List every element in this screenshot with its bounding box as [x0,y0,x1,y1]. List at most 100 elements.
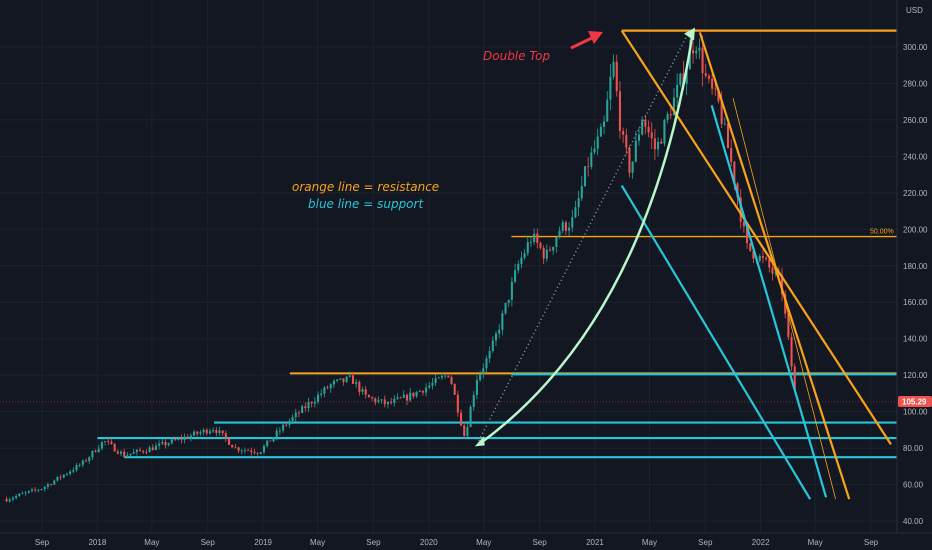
y-tick-label: 240.00 [903,152,928,161]
candle-body [552,246,555,251]
candle-body [787,313,790,338]
parabolic-curve-start-arrowhead [474,436,485,447]
candle-body [180,438,183,440]
candle-body [714,88,717,90]
candle-body [631,161,634,173]
candle-body [215,430,218,433]
candle-body [43,486,46,490]
candle-body [361,389,364,392]
candle-body [110,441,113,444]
candle-body [173,439,177,441]
x-tick-label: Sep [366,538,381,547]
candle-body [78,464,81,466]
resistance-trendline[interactable] [698,32,851,500]
candle-body [259,452,262,454]
candle-body [752,250,755,259]
candle-body [107,441,110,442]
candle-body [523,253,526,258]
y-tick-label: 200.00 [903,225,928,234]
candle-body [437,377,440,379]
candle-body [780,275,784,295]
candle-body [593,148,596,153]
candle-body [65,473,69,475]
candle-body [231,444,234,448]
resistance-trendline-thin[interactable] [732,97,836,500]
candle-body [409,392,412,401]
candle-body [37,489,40,491]
candle-body [431,382,434,386]
candle-body [625,134,628,148]
resistance-trendline[interactable] [620,29,892,446]
candle-body [555,237,558,247]
candle-body [326,387,329,389]
candle-body [81,460,84,465]
candle-body [364,389,367,395]
candle-body [221,430,224,434]
support-trendline[interactable] [620,184,812,500]
candle-body [466,427,469,436]
candle-body [88,457,91,462]
candle-body [545,249,548,259]
candle-body [126,455,129,457]
y-tick-label: 300.00 [903,43,928,52]
candle-body [313,401,316,404]
candle-body [653,138,656,150]
candle-body [199,432,202,434]
y-axis-panel[interactable] [897,0,932,533]
x-tick-label: Sep [35,538,50,547]
candle-body [145,451,148,453]
candle-body [18,493,21,496]
candle-body [561,222,564,231]
candle-body [396,397,399,399]
candle-body [205,429,208,434]
candle-body [749,243,752,251]
candle-body [637,134,641,141]
x-tick-label: Sep [864,538,879,547]
candle-body [517,264,520,271]
candle-body [139,449,142,451]
candle-body [27,490,30,493]
candle-body [132,452,135,454]
candle-body [726,123,730,149]
candle-body [692,50,695,54]
last-price-tag-value: 105.29 [902,397,927,406]
candle-body [685,69,688,84]
y-tick-label: 120.00 [903,371,928,380]
candle-body [167,443,170,446]
candle-body [418,390,421,392]
candle-body [272,437,275,442]
candle-body [479,373,482,381]
candle-body [218,430,221,433]
candle-body [501,313,504,330]
candle-body [316,394,320,402]
candle-body [53,480,56,485]
candle-body [784,294,787,314]
candle-body [177,438,180,440]
candle-body [294,412,297,418]
candle-body [790,337,793,367]
candle-body [40,489,43,490]
support-legend: blue line = support [308,197,424,211]
candle-body [660,141,663,144]
y-tick-label: 280.00 [903,79,928,88]
y-tick-label: 40.00 [903,517,924,526]
x-tick-label: 2021 [586,538,604,547]
candle-body [504,303,507,314]
candle-body [758,256,761,261]
x-tick-label: 2018 [88,538,106,547]
x-axis-panel[interactable] [0,533,932,550]
double-top-label: Double Top [483,49,551,63]
candle-body [288,421,291,425]
candle-body [234,447,237,449]
y-tick-label: 100.00 [903,408,928,417]
level-layer [97,29,897,459]
support-trendline[interactable] [710,105,828,498]
candle-body [142,450,145,452]
candle-body [663,119,666,144]
candle-body [237,447,240,451]
candle-body [774,272,777,274]
trend-layer [474,27,892,500]
candle-body [186,436,189,439]
parabolic-curve[interactable] [478,30,695,446]
